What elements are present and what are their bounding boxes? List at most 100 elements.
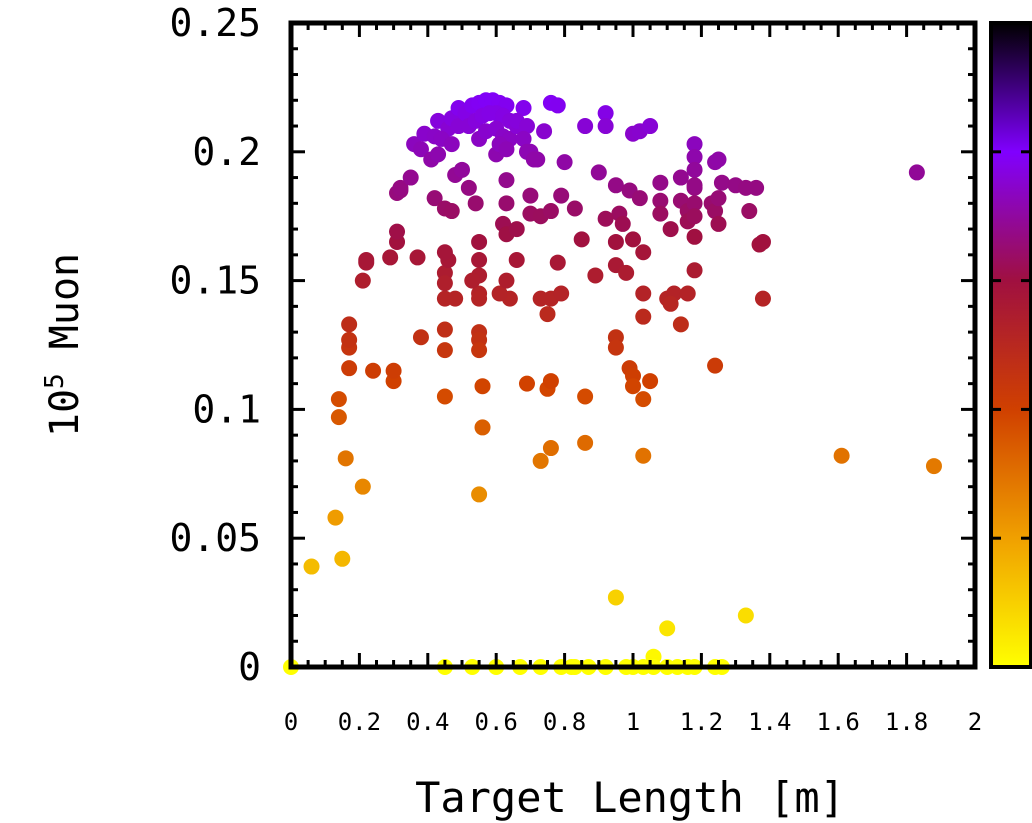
data-point [402,169,419,186]
data-point [577,434,594,451]
x-tick-label: 0 [284,708,298,736]
data-point [607,589,624,606]
data-point [430,146,447,163]
data-point [686,177,703,194]
y-tick-label: 0.1 [192,387,261,431]
y-tick-label: 0.15 [169,259,261,303]
data-point [635,447,652,464]
data-point [471,251,488,268]
data-point [447,290,464,307]
plot-frame [288,20,978,670]
y-tick-label: 0.05 [169,516,261,560]
data-point [577,118,594,135]
data-point [337,450,354,467]
data-point [525,151,542,168]
data-point [474,419,491,436]
data-point [754,233,771,250]
data-point [443,136,460,153]
data-point [412,329,429,346]
data-point [515,130,532,147]
data-point [577,388,594,405]
data-point [652,205,669,222]
y-axis-label-prefix: 10 [42,389,88,437]
y-axis-label-exponent: 5 [40,373,70,389]
y-axis-label: 105 Muon [40,253,88,437]
data-point [686,262,703,279]
data-point [686,195,703,212]
data-point [553,285,570,302]
data-point [652,192,669,209]
data-point [631,190,648,207]
data-point [625,231,641,248]
data-point [341,360,358,377]
data-point [566,200,583,217]
data-point [662,221,679,238]
ticks-layer: 0 0.05 0.1 0.15 0.2 0.25 0 0.2 0.4 0.6 0.8 1 1.2 1.4 1… [169,1,982,736]
data-point [686,208,703,225]
data-point [471,233,488,250]
data-point [707,203,724,220]
data-point [498,172,515,189]
data-point [614,215,631,232]
data-point [491,285,508,302]
data-point [539,306,556,323]
data-point [532,452,549,469]
data-point [358,251,375,268]
data-point [925,458,942,475]
data-point [392,179,409,196]
data-point [426,190,443,207]
data-point [474,378,491,395]
data-point [471,486,488,503]
data-point [642,373,659,390]
data-point [672,169,689,186]
data-point [436,321,453,338]
data-point [607,177,624,194]
data-point [471,342,488,359]
data-point [498,195,515,212]
data-point [635,285,652,302]
data-point [409,249,426,266]
data-point [354,272,371,289]
data-point [686,228,703,245]
data-point [833,447,850,464]
data-point [522,187,539,204]
data-point [542,440,559,457]
data-point [498,141,515,158]
y-tick-label: 0.2 [192,130,261,174]
data-point [556,154,573,171]
data-point [536,123,553,140]
data-point [365,362,382,379]
data-point [354,478,371,495]
data-point [508,251,525,268]
x-tick-label: 1.2 [680,708,723,736]
data-point [642,118,659,135]
data-point [672,316,689,333]
x-tick-label: 1 [626,708,640,736]
data-point [464,272,481,289]
data-point [573,231,590,248]
data-point [607,233,624,250]
data-point [635,391,652,408]
data-point [436,275,453,292]
data-point [330,391,347,408]
y-tick-label: 0 [238,645,261,689]
data-point [590,164,607,181]
data-point [443,203,460,220]
data-point [471,290,488,307]
data-point [303,558,320,575]
data-point [710,215,727,232]
data-point [341,316,358,333]
data-point [737,607,754,624]
data-point [385,362,402,379]
data-point [327,509,344,526]
y-axis-label-suffix [42,349,88,373]
x-tick-label: 0.2 [338,708,381,736]
data-point [707,357,724,374]
data-point [607,339,624,356]
data-point [436,244,453,261]
data-point [467,195,484,212]
data-point [382,249,399,266]
data-point [454,161,470,178]
data-point [635,308,652,325]
